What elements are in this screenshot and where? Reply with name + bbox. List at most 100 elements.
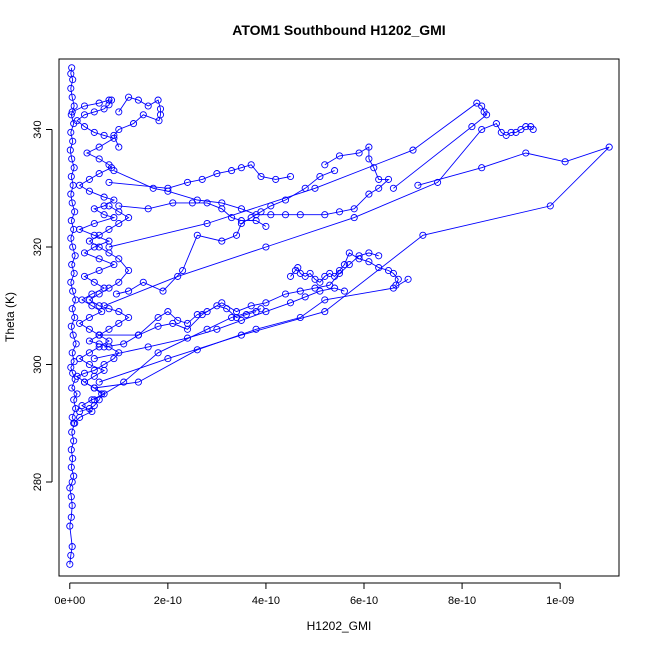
data-point bbox=[149, 184, 157, 192]
x-tick-label: 0e+00 bbox=[54, 595, 85, 607]
data-point bbox=[115, 278, 123, 286]
data-point bbox=[115, 125, 123, 134]
series-line bbox=[76, 205, 130, 412]
data-point bbox=[68, 64, 76, 72]
data-point bbox=[120, 340, 128, 348]
data-point bbox=[70, 358, 78, 366]
data-point bbox=[365, 258, 373, 266]
data-point bbox=[203, 325, 211, 333]
series-line bbox=[72, 99, 116, 424]
data-point bbox=[78, 402, 86, 410]
data-point bbox=[95, 143, 103, 151]
data-point bbox=[522, 123, 530, 131]
data-point bbox=[68, 108, 76, 116]
data-point bbox=[98, 390, 106, 398]
data-point bbox=[193, 311, 201, 319]
data-series bbox=[66, 64, 81, 568]
data-point bbox=[67, 363, 75, 371]
data-point bbox=[95, 99, 103, 107]
data-point bbox=[365, 190, 373, 198]
data-point bbox=[72, 340, 80, 348]
data-series bbox=[110, 93, 165, 151]
data-point bbox=[73, 390, 81, 398]
data-point bbox=[68, 93, 76, 101]
data-point bbox=[67, 322, 75, 330]
data-point bbox=[144, 102, 152, 110]
data-point bbox=[267, 211, 275, 219]
data-point bbox=[365, 249, 373, 257]
data-point bbox=[237, 217, 245, 225]
data-point bbox=[331, 284, 339, 292]
x-tick-label: 8e-10 bbox=[448, 595, 476, 607]
data-point bbox=[110, 131, 118, 139]
data-point bbox=[110, 214, 118, 222]
data-point bbox=[83, 149, 91, 157]
data-point bbox=[296, 211, 304, 219]
y-tick-label: 280 bbox=[32, 473, 44, 491]
data-point bbox=[95, 170, 103, 178]
data-point bbox=[350, 214, 358, 222]
data-point bbox=[281, 211, 290, 219]
data-series bbox=[105, 99, 491, 251]
data-point bbox=[188, 199, 196, 207]
series-line bbox=[99, 305, 257, 336]
data-point bbox=[345, 249, 353, 257]
data-point bbox=[80, 369, 89, 377]
data-point bbox=[69, 243, 77, 251]
data-point bbox=[95, 340, 103, 348]
data-point bbox=[154, 322, 162, 330]
data-point bbox=[218, 299, 226, 307]
data-point bbox=[281, 290, 290, 298]
data-point bbox=[139, 278, 147, 286]
data-point bbox=[478, 102, 486, 110]
data-point bbox=[286, 272, 295, 280]
data-point bbox=[85, 360, 93, 369]
data-point bbox=[218, 237, 226, 245]
data-point bbox=[134, 331, 142, 339]
data-point bbox=[164, 184, 172, 192]
data-point bbox=[67, 234, 75, 242]
data-point bbox=[85, 337, 93, 345]
data-point bbox=[67, 84, 75, 92]
data-point bbox=[370, 164, 378, 172]
data-point bbox=[355, 149, 363, 157]
data-point bbox=[80, 111, 89, 119]
data-point bbox=[112, 290, 120, 298]
data-point bbox=[67, 446, 75, 454]
data-point bbox=[296, 287, 304, 295]
data-point bbox=[345, 261, 353, 269]
data-point bbox=[125, 287, 133, 295]
data-point bbox=[483, 111, 491, 119]
data-series bbox=[112, 167, 339, 298]
data-point bbox=[110, 355, 118, 363]
data-point bbox=[129, 120, 138, 128]
y-tick-label: 300 bbox=[32, 355, 44, 373]
data-point bbox=[68, 349, 76, 357]
data-point bbox=[80, 102, 89, 110]
data-point bbox=[409, 146, 417, 154]
data-point bbox=[286, 172, 295, 181]
data-point bbox=[69, 287, 77, 295]
data-point bbox=[232, 308, 241, 316]
series-line bbox=[99, 146, 610, 383]
data-point bbox=[115, 219, 123, 228]
data-point bbox=[316, 287, 324, 295]
data-point bbox=[66, 522, 74, 530]
data-series bbox=[105, 161, 295, 192]
data-point bbox=[605, 143, 613, 151]
series-line bbox=[94, 287, 345, 360]
data-point bbox=[98, 308, 106, 316]
data-point bbox=[66, 484, 74, 492]
data-point bbox=[88, 290, 96, 298]
series-layer bbox=[66, 64, 613, 568]
data-point bbox=[105, 249, 113, 257]
data-point bbox=[105, 284, 113, 292]
data-point bbox=[67, 172, 75, 181]
data-point bbox=[68, 199, 76, 207]
data-point bbox=[67, 190, 75, 198]
data-point bbox=[155, 117, 163, 125]
data-point bbox=[262, 243, 270, 251]
data-point bbox=[529, 125, 537, 134]
data-point bbox=[67, 111, 75, 119]
